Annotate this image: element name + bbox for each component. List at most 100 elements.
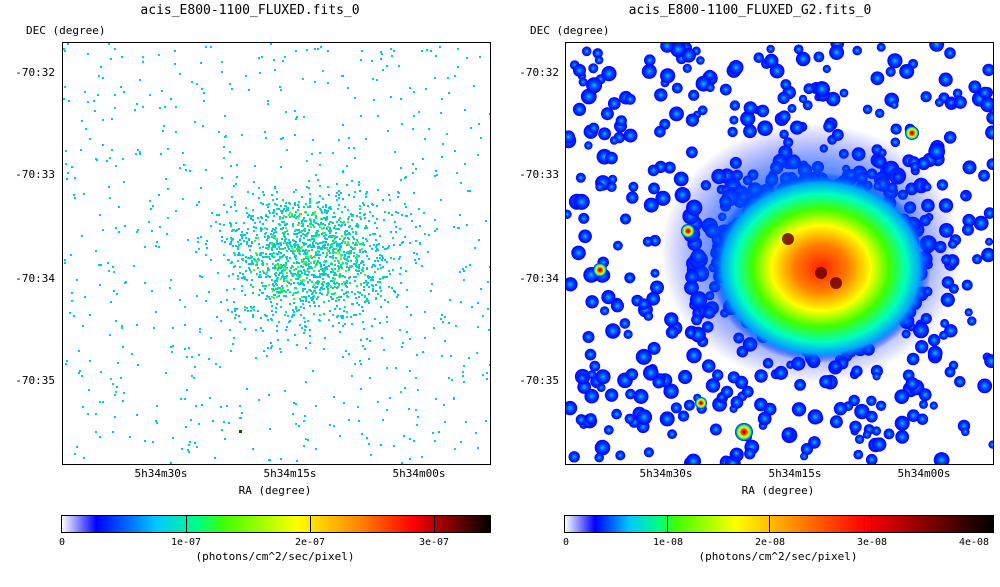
smoothed-blob [803,83,815,95]
smoothed-blob [744,448,756,460]
photon-pixel [296,344,298,346]
photon-pixel [210,337,212,339]
photon-pixel [272,267,274,269]
smoothed-blob [604,388,619,402]
photon-pixel [301,296,303,298]
photon-pixel [359,313,361,315]
photon-pixel [158,246,160,248]
photon-pixel [253,226,255,228]
photon-pixel [259,274,261,276]
photon-pixel [327,249,329,251]
photon-pixel [98,264,100,266]
photon-pixel [260,276,262,278]
photon-pixel [388,245,390,247]
photon-pixel [315,222,317,224]
photon-pixel [262,191,264,193]
photon-pixel [236,164,238,166]
photon-pixel [404,387,406,389]
right-y-tick-label: -70:34 [519,272,559,285]
left-image-plot[interactable] [62,42,491,465]
photon-pixel [350,213,352,215]
photon-pixel [122,158,124,160]
photon-pixel [315,217,317,219]
photon-pixel [361,50,363,52]
photon-pixel [268,203,270,205]
photon-pixel [399,273,401,275]
photon-pixel [333,212,335,214]
photon-pixel [366,227,368,229]
photon-pixel [116,293,118,295]
photon-pixel [327,274,329,276]
smoothed-blob [601,66,617,82]
photon-pixel [409,87,411,89]
smoothed-blob [872,372,881,381]
right-image-plot[interactable] [565,42,994,465]
photon-pixel [289,303,291,305]
photon-pixel [284,242,286,244]
photon-pixel [302,279,304,281]
smoothed-blob [619,318,631,329]
photon-pixel [69,312,71,314]
photon-pixel [203,92,205,94]
photon-pixel [274,229,276,231]
photon-pixel [245,256,247,258]
photon-pixel [161,90,163,92]
photon-pixel [248,267,250,269]
photon-pixel [150,208,152,210]
photon-pixel [336,199,338,201]
photon-pixel [335,252,337,254]
photon-pixel [359,190,361,192]
photon-pixel [360,339,362,341]
photon-pixel [334,308,336,310]
photon-pixel [295,308,297,310]
photon-pixel [277,277,279,279]
photon-pixel [279,216,281,218]
photon-pixel [332,298,334,300]
photon-pixel [123,392,125,394]
left-colorbar-tick-label: 3e-07 [418,537,450,548]
photon-pixel [366,437,368,439]
photon-pixel [327,226,329,228]
photon-pixel [421,456,423,458]
photon-pixel [286,275,288,277]
photon-pixel [340,264,342,266]
photon-pixel [139,151,141,153]
photon-pixel [388,270,390,272]
photon-pixel [431,283,433,285]
photon-pixel [170,346,172,348]
photon-pixel [309,223,311,225]
smoothed-blob [620,213,631,225]
photon-pixel [395,231,397,233]
right-colorbar-tick-label: 0 [562,537,570,548]
photon-pixel [252,193,254,195]
photon-pixel [355,314,357,316]
left-colorbar-tick-mark [186,516,187,532]
smoothed-blob [615,450,626,461]
photon-pixel [246,232,248,234]
photon-pixel [271,253,273,255]
photon-pixel [386,65,388,67]
photon-pixel [258,187,260,189]
left-colorbar-tick-mark [310,516,311,532]
photon-pixel [195,405,197,407]
photon-pixel [273,294,275,296]
photon-pixel [139,153,141,155]
photon-pixel [254,240,256,242]
photon-pixel [366,255,368,257]
photon-pixel [223,204,225,206]
photon-pixel [343,251,345,253]
photon-pixel [122,400,124,402]
smoothed-blob [650,280,664,295]
photon-pixel [346,266,348,268]
smoothed-blob [586,77,603,94]
photon-pixel [291,215,293,217]
photon-pixel [344,276,346,278]
photon-pixel [389,273,391,275]
photon-pixel [296,248,298,250]
smoothed-blob [939,330,949,340]
photon-pixel [328,300,330,302]
photon-pixel [418,111,420,113]
photon-pixel [313,313,315,315]
photon-pixel [348,238,350,240]
photon-pixel [262,252,264,254]
